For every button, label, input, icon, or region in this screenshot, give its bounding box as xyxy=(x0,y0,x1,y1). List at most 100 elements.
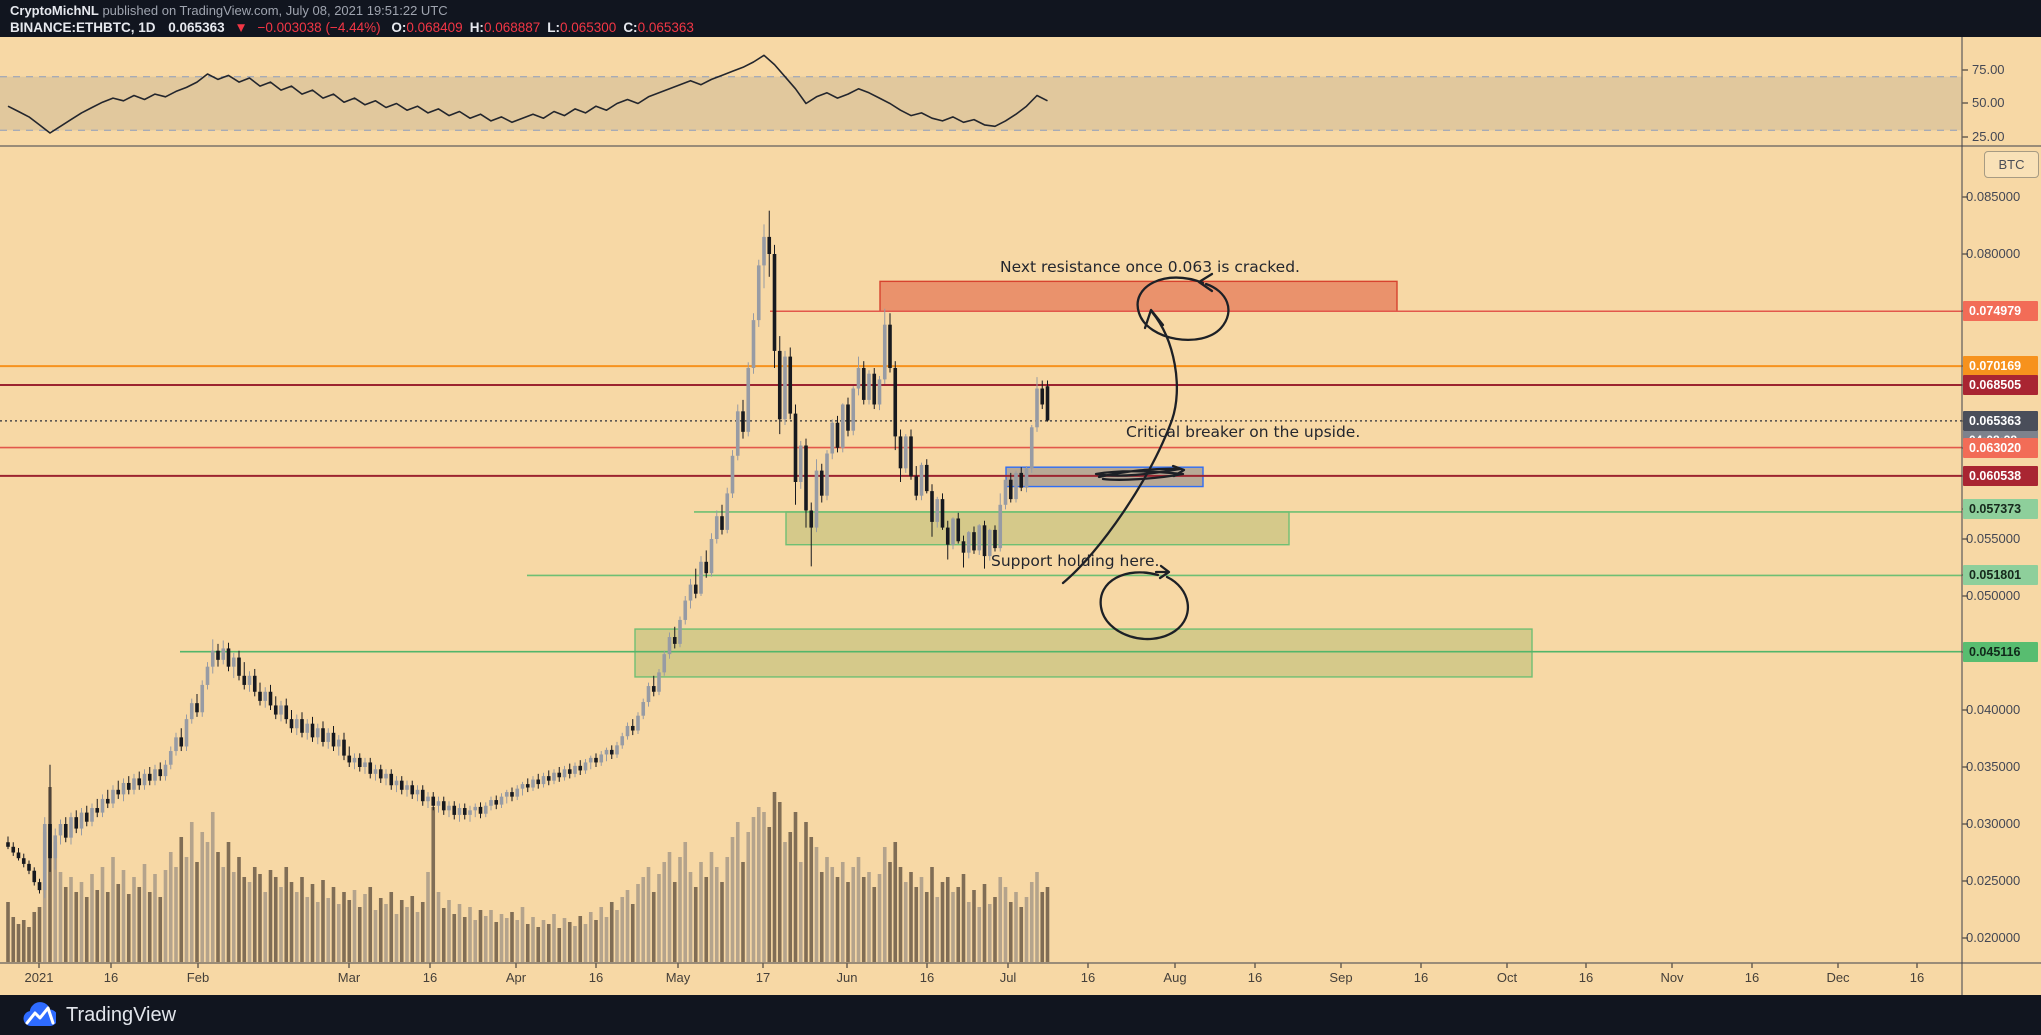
candle-body xyxy=(95,808,100,813)
candle-body xyxy=(772,254,777,351)
candle-body xyxy=(478,806,483,814)
volume-bar xyxy=(242,877,247,962)
candle-body xyxy=(473,806,478,811)
candle-body xyxy=(783,356,787,420)
support-zone-2[interactable] xyxy=(634,628,1533,678)
candle-body xyxy=(310,723,315,738)
volume-bar xyxy=(657,874,661,962)
candle-body xyxy=(389,773,394,786)
drawing-annotation[interactable] xyxy=(1143,308,1165,330)
candle-body xyxy=(704,561,709,574)
volume-bar xyxy=(153,874,157,962)
candle-body xyxy=(100,798,105,813)
volume-bar xyxy=(966,902,971,962)
volume-bar xyxy=(53,842,58,962)
candle-body xyxy=(116,789,121,795)
candle-body xyxy=(914,476,919,496)
candle-body xyxy=(746,368,751,432)
annotation-text[interactable]: Critical breaker on the upside. xyxy=(1126,423,1360,441)
candle-body xyxy=(300,719,304,733)
volume-bar xyxy=(231,872,236,962)
candle-body xyxy=(189,703,194,720)
candle-body xyxy=(630,725,635,731)
candle-body xyxy=(426,796,430,802)
price-scale-label: 0.055000 xyxy=(1966,531,2021,546)
support-zone-1[interactable] xyxy=(785,511,1290,546)
candle-body xyxy=(378,769,383,779)
candle-body xyxy=(137,778,142,786)
drawing-annotation[interactable] xyxy=(1061,310,1178,585)
volume-bar xyxy=(672,882,677,962)
candle-body xyxy=(861,368,866,400)
tradingview-logo-icon[interactable] xyxy=(22,1002,56,1028)
candle-body xyxy=(237,657,241,676)
drawing-annotation[interactable] xyxy=(1197,272,1214,293)
drawing-annotation[interactable] xyxy=(1136,276,1230,341)
candle-body xyxy=(751,320,756,368)
volume-bar xyxy=(142,864,147,962)
candle-body xyxy=(384,773,388,779)
drawing-annotation[interactable] xyxy=(1154,564,1171,580)
tradingview-brand-text[interactable]: TradingView xyxy=(66,1003,177,1026)
candle-body xyxy=(1019,472,1024,488)
candle-body xyxy=(315,728,320,738)
volume-bar xyxy=(27,927,31,962)
price-level-label: 0.057373 xyxy=(1963,499,2038,519)
price-level-label: 0.065363 xyxy=(1963,411,2038,431)
volume-bar xyxy=(21,920,26,962)
volume-bar xyxy=(205,842,210,962)
rsi-scale-label: 25.00 xyxy=(1972,129,2005,144)
drawing-annotation[interactable] xyxy=(1094,467,1185,481)
candle-body xyxy=(494,800,499,805)
volume-bar xyxy=(478,910,483,962)
candle-body xyxy=(578,765,583,771)
candle-body xyxy=(977,525,982,551)
candle-body xyxy=(930,491,934,522)
volume-bar xyxy=(105,892,110,962)
time-scale-label: Jun xyxy=(836,970,858,985)
candle-body xyxy=(709,539,714,574)
volume-bar xyxy=(972,890,976,962)
candle-body xyxy=(819,470,824,496)
candle-body xyxy=(121,782,126,795)
annotation-text[interactable]: Next resistance once 0.063 is cracked. xyxy=(1000,258,1300,276)
candle-body xyxy=(231,657,236,667)
candle-body xyxy=(79,812,84,829)
volume-bar xyxy=(945,877,950,962)
candle-body xyxy=(636,715,640,731)
candle-body xyxy=(909,436,913,477)
candle-body xyxy=(504,792,509,797)
ohlc-value: 0.068887 xyxy=(483,20,541,35)
candle-body xyxy=(84,812,89,822)
annotation-text[interactable]: Support holding here. xyxy=(991,552,1159,570)
candle-body xyxy=(37,882,42,891)
candle-body xyxy=(531,779,535,788)
volume-bar xyxy=(63,887,68,962)
volume-bar xyxy=(930,867,934,962)
drawing-annotation[interactable] xyxy=(1171,464,1186,478)
candle-body xyxy=(552,772,556,781)
drawing-annotation[interactable] xyxy=(1099,571,1190,641)
volume-bar xyxy=(331,887,336,962)
unit-toggle-button[interactable]: BTC xyxy=(1984,151,2039,178)
volume-bar xyxy=(273,877,278,962)
candle-body xyxy=(69,817,73,838)
volume-bar xyxy=(630,904,635,962)
volume-bar xyxy=(678,857,682,962)
volume-bar xyxy=(357,907,362,962)
candle-body xyxy=(273,705,278,715)
candle-body xyxy=(373,769,378,774)
time-scale-label: 16 xyxy=(1578,970,1594,985)
candle-body xyxy=(179,737,184,747)
price-scale-label: 0.085000 xyxy=(1966,189,2021,204)
volume-bar xyxy=(58,872,63,962)
volume-bar xyxy=(74,892,79,962)
candle-body xyxy=(184,719,189,747)
candle-body xyxy=(961,541,966,553)
footer-bar: TradingView xyxy=(0,995,2041,1035)
candle-body xyxy=(1029,427,1034,469)
time-scale-label: 16 xyxy=(422,970,438,985)
volume-bar xyxy=(982,884,987,962)
candle-body xyxy=(888,324,892,368)
